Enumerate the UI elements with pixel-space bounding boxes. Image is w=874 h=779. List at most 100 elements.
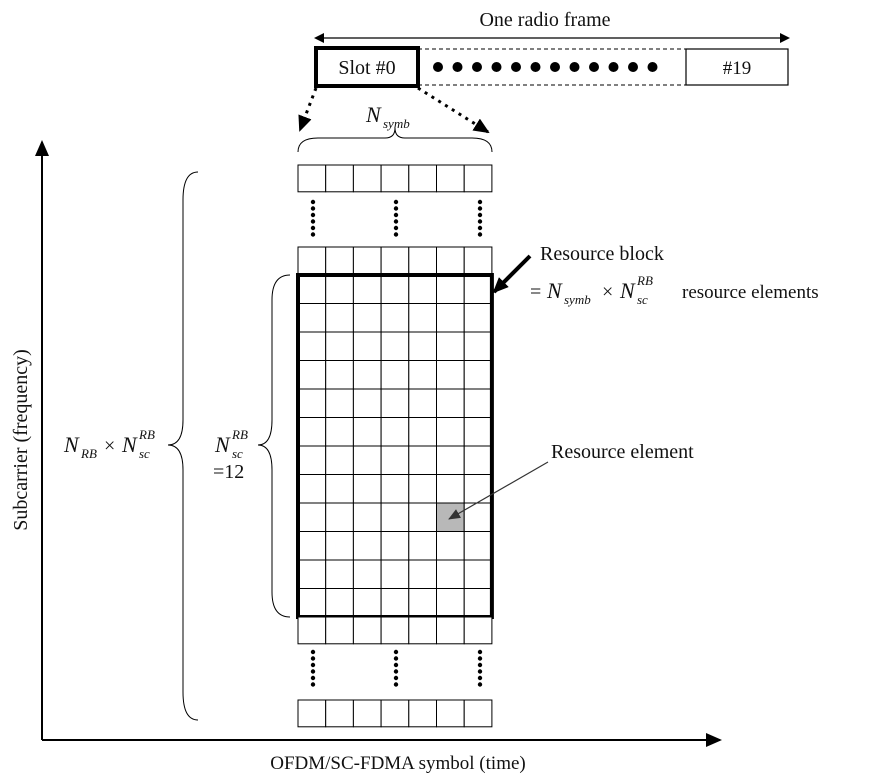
bottom-row-cell (463, 699, 493, 728)
block-cell (408, 502, 437, 532)
bottom-row-cell (408, 699, 437, 728)
block-cell (352, 531, 382, 561)
rb-n-symb: N (546, 278, 563, 303)
block-cell (463, 388, 493, 418)
block-cell (380, 474, 410, 504)
block-cell (380, 388, 410, 418)
block-cell (380, 531, 410, 561)
rb-eq: = (530, 281, 541, 303)
block-cell (325, 388, 354, 418)
block-cell (297, 303, 327, 333)
block-cell (380, 331, 410, 361)
grid-dots-lower (477, 682, 483, 687)
grid-dots-upper (393, 206, 399, 211)
grid-dots-upper (393, 212, 399, 218)
block-cell (436, 303, 465, 333)
n-rb-nsc-letter: N (121, 432, 138, 457)
block-cell (436, 274, 465, 304)
pre-block-row-cell (380, 246, 410, 275)
grid-dots-lower (310, 656, 316, 661)
top-row-cell (408, 164, 437, 193)
slot-dot (550, 62, 560, 72)
n-sc-subscript: sc (232, 446, 243, 461)
n-symb-subscript: symb (383, 116, 410, 131)
slot-dot (472, 62, 482, 72)
block-cell (463, 303, 493, 333)
bottom-row-cell (325, 699, 354, 728)
block-cell (463, 588, 493, 618)
block-cell (463, 445, 493, 475)
block-cell (380, 274, 410, 304)
grid-dots-lower (393, 675, 399, 681)
top-row-cell (325, 164, 354, 193)
block-cell (352, 388, 382, 418)
n-rb-label: N RB × N sc RB (63, 427, 155, 461)
block-cell (297, 445, 327, 475)
pre-block-row-cell (352, 246, 382, 275)
block-cell (408, 474, 437, 504)
pre-block-row-cell (436, 246, 465, 275)
block-cell (352, 417, 382, 447)
block-cell (297, 331, 327, 361)
grid-dots-lower (393, 682, 399, 687)
block-cell (408, 331, 437, 361)
n-rb-nsc-sup: RB (138, 427, 155, 442)
slot-dots (433, 62, 658, 72)
grid-dots-upper (310, 199, 316, 205)
slot-dot (569, 62, 580, 72)
grid-dots-upper (477, 219, 483, 224)
block-cell (408, 388, 437, 418)
grid-dots-upper (310, 219, 316, 224)
block-cell (325, 502, 354, 532)
block-cell (408, 559, 437, 589)
block-cell (352, 360, 382, 390)
block-cell (297, 502, 327, 532)
block-cell (297, 531, 327, 561)
slot-0-box (314, 46, 420, 88)
post-block-row-cell (380, 616, 410, 645)
x-axis-label: OFDM/SC-FDMA symbol (time) (270, 753, 525, 774)
n-rb-nsc-sub: sc (139, 446, 150, 461)
block-cell (325, 274, 354, 304)
n-symb-label: N symb (365, 102, 410, 131)
grid-dots-lower (310, 649, 316, 655)
n-rb-times: × (104, 435, 115, 457)
block-cell (297, 274, 327, 304)
grid-dots-lower (310, 682, 316, 687)
grid-dots-lower (393, 656, 399, 661)
bottom-row-cell (436, 699, 465, 728)
grid-dots-upper (393, 225, 399, 231)
grid-dots-lower (477, 649, 483, 655)
n-sc-letter: N (214, 432, 231, 457)
top-row-cell (352, 164, 382, 193)
grid-dots-upper (393, 219, 399, 224)
grid-dots-lower (477, 662, 483, 668)
slot-dot (452, 62, 463, 72)
block-cell (436, 417, 465, 447)
block-cell (408, 588, 437, 618)
block-cell (352, 588, 382, 618)
n-sc-label: N sc RB =12 (213, 427, 248, 483)
block-cell (463, 417, 493, 447)
resource-block-pointer (492, 254, 532, 294)
resource-block-label: Resource block (540, 243, 664, 265)
grid-dots-lower (477, 669, 483, 674)
grid-dots-upper (310, 225, 316, 231)
block-cell (380, 559, 410, 589)
block-cell (352, 331, 382, 361)
grid-dots-lower (310, 669, 316, 674)
block-cell (297, 388, 327, 418)
y-axis-label: Subcarrier (frequency) (10, 349, 32, 531)
block-cell (436, 445, 465, 475)
block-cell (325, 360, 354, 390)
rb-n-symb-sub: symb (564, 292, 591, 307)
grid-dots-lower (393, 662, 399, 668)
block-cell (352, 559, 382, 589)
slot-0-label: Slot #0 (338, 57, 395, 79)
block-cell (436, 531, 465, 561)
block-cell (352, 445, 382, 475)
block-cell (436, 388, 465, 418)
block-cell (463, 531, 493, 561)
